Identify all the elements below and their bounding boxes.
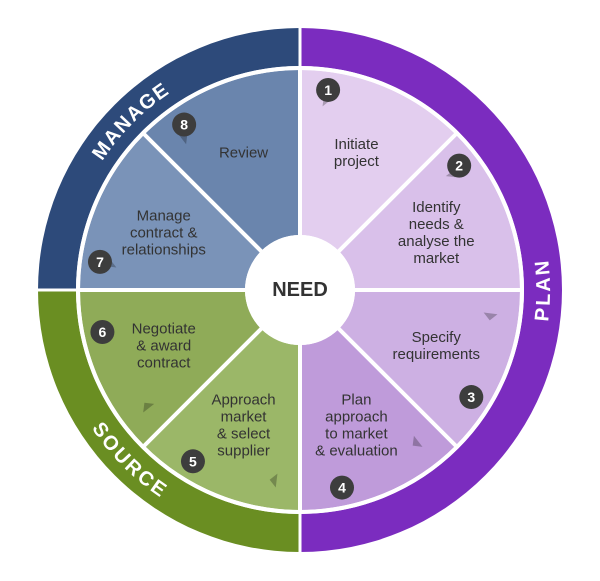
svg-text:requirements: requirements (392, 346, 480, 363)
step-number-5: 5 (181, 449, 205, 473)
svg-text:& award: & award (136, 337, 191, 354)
svg-text:1: 1 (324, 82, 332, 98)
svg-text:analyse the: analyse the (398, 233, 475, 250)
svg-text:contract: contract (137, 354, 191, 371)
svg-text:relationships: relationships (122, 242, 206, 259)
svg-text:6: 6 (99, 324, 107, 340)
process-wheel-diagram: MANAGEPLANSOURCEInitiateprojectIdentifyn… (0, 0, 600, 581)
svg-text:Plan: Plan (341, 392, 371, 409)
step-number-4: 4 (330, 476, 354, 500)
step-label-8: Review (219, 145, 268, 162)
svg-text:needs &: needs & (409, 216, 464, 233)
svg-text:contract &: contract & (130, 225, 198, 242)
svg-text:market: market (413, 250, 460, 267)
svg-text:market: market (221, 409, 268, 426)
svg-text:Manage: Manage (137, 208, 191, 225)
svg-text:supplier: supplier (217, 443, 270, 460)
svg-text:3: 3 (467, 389, 475, 405)
svg-text:2: 2 (455, 158, 463, 174)
svg-text:Specify: Specify (412, 329, 462, 346)
svg-text:Review: Review (219, 145, 268, 162)
svg-text:& select: & select (217, 426, 271, 443)
step-number-2: 2 (447, 154, 471, 178)
step-label-5: Approachmarket& selectsupplier (211, 392, 275, 460)
svg-text:Approach: Approach (211, 392, 275, 409)
svg-text:project: project (334, 153, 380, 170)
svg-text:to market: to market (325, 426, 388, 443)
step-label-1: Initiateproject (334, 136, 380, 170)
svg-text:8: 8 (180, 117, 188, 133)
step-number-8: 8 (172, 113, 196, 137)
svg-text:7: 7 (96, 254, 104, 270)
svg-text:5: 5 (189, 453, 197, 469)
step-label-6: Negotiate& awardcontract (132, 320, 196, 371)
svg-text:4: 4 (338, 480, 346, 496)
center-label: NEED (272, 279, 328, 301)
svg-text:& evaluation: & evaluation (315, 443, 398, 460)
step-number-7: 7 (88, 250, 112, 274)
phase-label-plan: PLAN (531, 258, 555, 323)
step-number-6: 6 (90, 320, 114, 344)
step-number-1: 1 (316, 78, 340, 102)
svg-text:Negotiate: Negotiate (132, 320, 196, 337)
svg-text:Identify: Identify (412, 199, 461, 216)
svg-text:Initiate: Initiate (334, 136, 378, 153)
svg-text:approach: approach (325, 409, 388, 426)
step-number-3: 3 (459, 385, 483, 409)
